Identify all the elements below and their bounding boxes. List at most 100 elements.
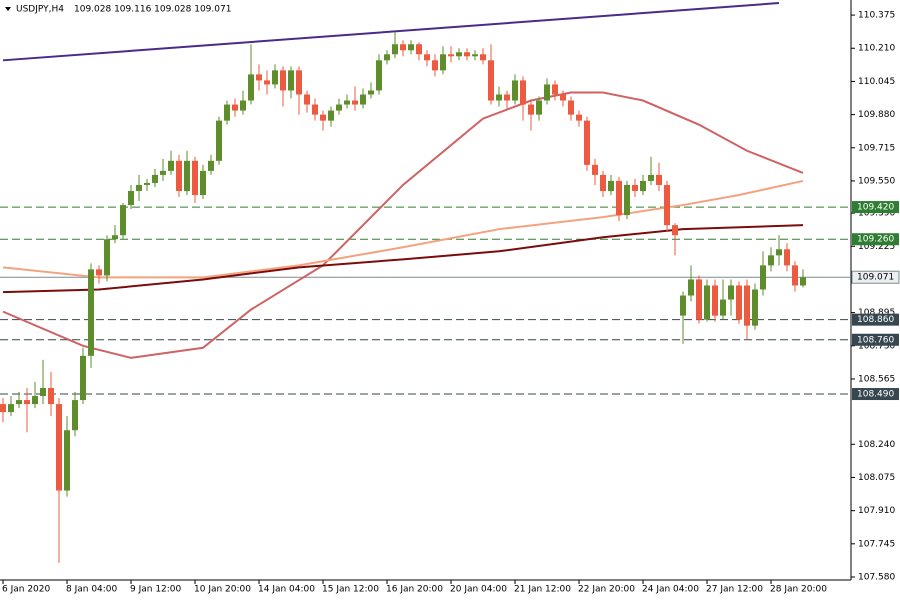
y-tick-label: 108.075 <box>858 473 895 483</box>
candle-body <box>416 44 422 55</box>
candle-body <box>376 60 382 91</box>
candle-body <box>440 54 446 71</box>
candle-body <box>336 104 342 111</box>
x-tick-label: 21 Jan 12:00 <box>514 585 571 595</box>
candle-body <box>720 299 726 316</box>
level-label: 108.490 <box>857 390 894 400</box>
candle-body <box>688 279 694 296</box>
candle-body <box>56 404 62 491</box>
candle-body <box>72 400 78 431</box>
candle-body <box>32 396 38 405</box>
y-tick-label: 109.225 <box>858 242 895 252</box>
candle-body <box>352 100 358 105</box>
candle-body <box>152 174 158 183</box>
candle-body <box>448 54 454 57</box>
candle-body <box>264 80 270 85</box>
candle-body <box>224 104 230 121</box>
candle-body <box>472 54 478 57</box>
y-tick-label: 110.045 <box>858 77 895 87</box>
trend-line <box>2 2 780 62</box>
candle-body <box>120 205 126 236</box>
x-tick-label: 28 Jan 20:00 <box>770 585 827 595</box>
candle-body <box>776 249 782 256</box>
candle-body <box>744 285 750 326</box>
candle-body <box>128 190 134 206</box>
x-tick-label: 9 Jan 12:00 <box>130 585 182 595</box>
candle-body <box>544 84 550 101</box>
candle-body <box>464 52 470 57</box>
candle-body <box>528 104 534 115</box>
candle-body <box>344 100 350 105</box>
candle-body <box>624 184 630 216</box>
level-label-box <box>852 233 899 246</box>
candle-body <box>304 94 310 105</box>
candle-body <box>184 160 190 191</box>
candle-body <box>288 70 294 91</box>
candle-body <box>512 80 518 101</box>
candle-body <box>200 170 206 196</box>
candle-body <box>480 54 486 61</box>
level-label-box <box>852 313 899 326</box>
candle-body <box>496 94 502 101</box>
candle-body <box>24 400 30 405</box>
candle-body <box>640 180 646 191</box>
candle-body <box>296 70 302 95</box>
x-tick-label: 20 Jan 04:00 <box>450 585 507 595</box>
candle-body <box>424 54 430 61</box>
candle-body <box>168 160 174 171</box>
candle-body <box>320 114 326 121</box>
candle-body <box>80 355 86 401</box>
candle-body <box>112 235 118 240</box>
candle-body <box>784 249 790 266</box>
y-tick-label: 109.390 <box>858 209 895 219</box>
candle-body <box>232 104 238 111</box>
candle-body <box>176 160 182 191</box>
y-tick-label: 107.910 <box>858 506 895 516</box>
candle-body <box>704 285 710 320</box>
candle-body <box>632 184 638 191</box>
level-label: 109.420 <box>857 203 894 213</box>
candle-body <box>768 255 774 266</box>
candle-body <box>672 225 678 236</box>
candle-body <box>656 174 662 185</box>
candle-body <box>256 74 262 81</box>
candle-body <box>552 84 558 95</box>
x-tick-label: 6 Jan 2020 <box>2 585 50 595</box>
candle-body <box>192 160 198 196</box>
candle-body <box>48 388 54 405</box>
candle-body <box>560 94 566 101</box>
x-tick-label: 14 Jan 04:00 <box>258 585 315 595</box>
candle-body <box>712 285 718 316</box>
candle-body <box>432 60 438 71</box>
candle-body <box>536 100 542 115</box>
candle-body <box>488 60 494 101</box>
chart-ohlc: 109.028 109.116 109.028 109.071 <box>74 5 231 15</box>
candle-body <box>248 74 254 101</box>
y-tick-label: 110.375 <box>858 11 895 21</box>
candle-body <box>792 265 798 286</box>
level-label-box <box>852 388 899 401</box>
candle-body <box>400 44 406 51</box>
candle-body <box>800 277 806 286</box>
candle-body <box>648 174 654 181</box>
candle-body <box>592 164 598 175</box>
y-tick-label: 108.730 <box>858 341 895 351</box>
menu-triangle[interactable] <box>5 7 11 11</box>
candle-body <box>736 285 742 320</box>
candle-body <box>40 388 46 397</box>
current-price-box <box>851 270 900 284</box>
candle-body <box>680 295 686 316</box>
candle-body <box>504 94 510 101</box>
x-tick-label: 24 Jan 04:00 <box>642 585 699 595</box>
x-tick-label: 16 Jan 20:00 <box>386 585 443 595</box>
candle-body <box>520 80 526 105</box>
candle-body <box>280 70 286 91</box>
x-tick-label: 22 Jan 20:00 <box>578 585 635 595</box>
level-label-box <box>852 201 899 214</box>
current-price-label: 109.071 <box>857 273 894 283</box>
candle-body <box>568 100 574 115</box>
candle-body <box>136 184 142 191</box>
